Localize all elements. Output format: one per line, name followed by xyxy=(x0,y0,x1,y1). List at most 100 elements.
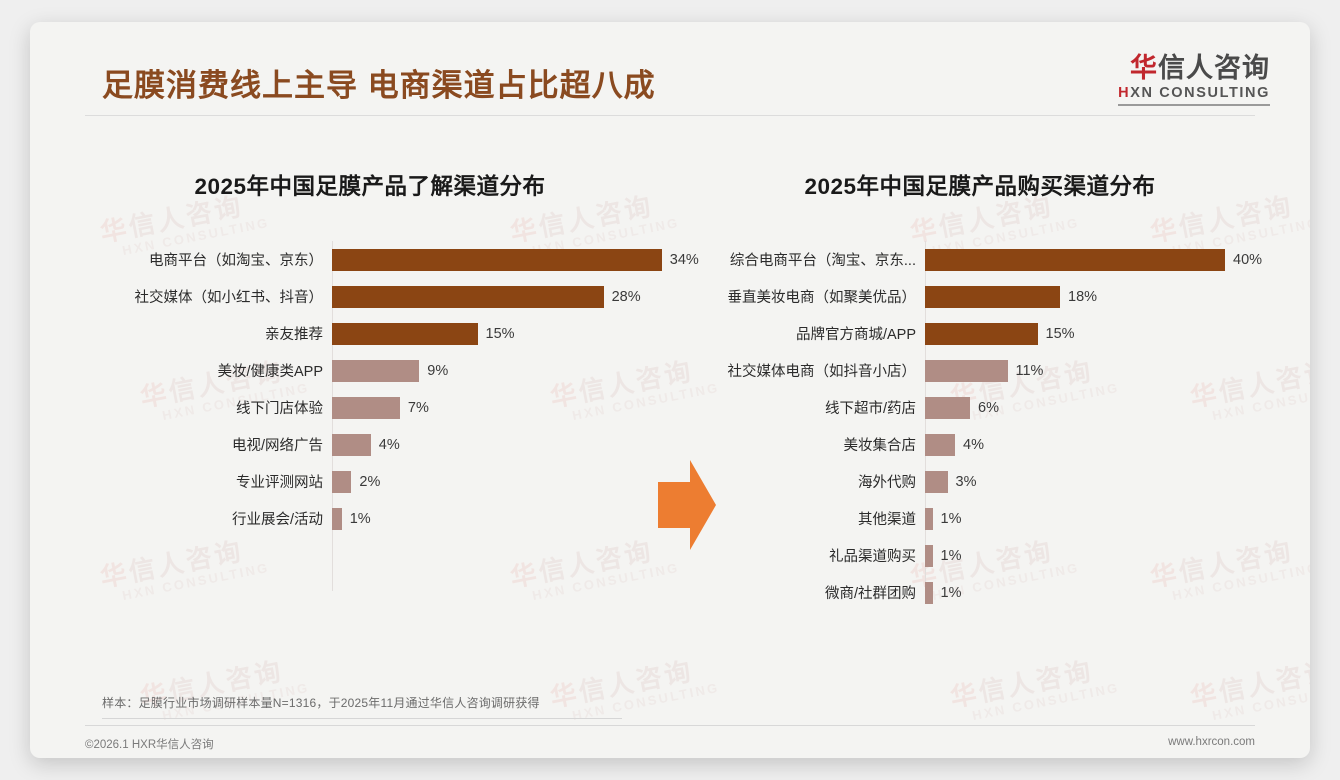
bar-wrapper: 1% xyxy=(925,544,1290,567)
bar-wrapper: 7% xyxy=(332,396,670,419)
bar[interactable] xyxy=(925,322,1038,345)
bar-row: 线下门店体验 7% xyxy=(70,389,670,426)
logo-cn-red: 华 xyxy=(1130,53,1158,83)
bar-value-label: 6% xyxy=(978,399,999,416)
bar-value-label: 7% xyxy=(407,399,429,416)
bar-row: 专业评测网站 2% xyxy=(70,463,670,500)
bar-row: 垂直美妆电商（如聚美优品） 18% xyxy=(670,278,1290,315)
logo-cn-rest: 信人咨询 xyxy=(1158,53,1270,83)
bar[interactable] xyxy=(925,285,1060,308)
bar-row: 社交媒体（如小红书、抖音） 28% xyxy=(70,278,670,315)
bar-wrapper: 34% xyxy=(332,248,699,271)
logo-en-red: H xyxy=(1118,84,1131,101)
bar-wrapper: 4% xyxy=(925,433,1290,456)
bar[interactable] xyxy=(925,433,955,456)
bar[interactable] xyxy=(332,507,342,530)
bar-category-label: 微商/社群团购 xyxy=(824,586,916,602)
bar-row: 其他渠道 1% xyxy=(670,500,1290,537)
bar-wrapper: 15% xyxy=(925,322,1290,345)
bar-value-label: 1% xyxy=(940,547,962,564)
flow-arrow-icon xyxy=(658,460,716,550)
bar-category-label: 专业评测网站 xyxy=(236,475,323,491)
bar-value-label: 1% xyxy=(349,510,371,527)
bar-row: 电视/网络广告 4% xyxy=(70,426,670,463)
bar[interactable] xyxy=(925,248,1225,271)
bar[interactable] xyxy=(332,470,352,493)
bar[interactable] xyxy=(925,359,1008,382)
bar[interactable] xyxy=(332,359,420,382)
logo-en-rest: XN CONSULTING xyxy=(1130,84,1270,101)
watermark-en: HXN CONSULTING xyxy=(121,559,271,604)
bar-wrapper: 11% xyxy=(925,359,1290,382)
logo-chinese-text: 华信人咨询 xyxy=(1118,53,1270,84)
watermark: 华信人咨询 HXN CONSULTING xyxy=(97,526,271,606)
bar[interactable] xyxy=(925,581,933,604)
title-divider xyxy=(85,115,1255,116)
bar[interactable] xyxy=(925,470,948,493)
bar-wrapper: 1% xyxy=(925,581,1290,604)
bar-row: 美妆/健康类APP 9% xyxy=(70,352,670,389)
bar-wrapper: 9% xyxy=(332,359,670,382)
bar-category-label: 品牌官方商城/APP xyxy=(795,327,916,343)
slide-header: 足膜消费线上主导 电商渠道占比超八成 华信人咨询 HXN CONSULTING xyxy=(30,22,1310,114)
footer-website[interactable]: www.hxrcon.com xyxy=(1168,736,1255,748)
bar[interactable] xyxy=(332,396,400,419)
bar-wrapper: 1% xyxy=(332,507,670,530)
bar-row: 电商平台（如淘宝、京东） 34% xyxy=(70,241,699,278)
bar-category-label: 亲友推荐 xyxy=(265,327,323,343)
bar-wrapper: 40% xyxy=(925,248,1290,271)
bar-wrapper: 15% xyxy=(332,322,670,345)
bar-wrapper: 6% xyxy=(925,396,1290,419)
chart-panel-awareness: 2025年中国足膜产品了解渠道分布 电商平台（如淘宝、京东） 34% 社交媒体（如小… xyxy=(70,114,699,591)
chart-title-purchase: 2025年中国足膜产品购买渠道分布 xyxy=(804,174,1156,199)
watermark: 华信人咨询 HXN CONSULTING xyxy=(947,646,1121,726)
watermark: 华信人咨询 HXN CONSULTING xyxy=(1187,646,1310,726)
bar-category-label: 线下超市/药店 xyxy=(824,401,916,417)
bar[interactable] xyxy=(925,396,970,419)
footer-copyright: ©2026.1 HXR华信人咨询 xyxy=(85,739,214,751)
bar-value-label: 34% xyxy=(669,251,699,268)
bar[interactable] xyxy=(332,248,662,271)
watermark-en: HXN CONSULTING xyxy=(971,679,1121,724)
slide-footer: ©2026.1 HXR华信人咨询 www.hxrcon.com xyxy=(30,725,1310,758)
bar-value-label: 15% xyxy=(1045,325,1075,342)
bar-chart-purchase: 综合电商平台（淘宝、京东... 40% 垂直美妆电商（如聚美优品） 18% 品牌官方商城… xyxy=(670,241,1290,611)
bar-value-label: 11% xyxy=(1015,362,1044,379)
bar[interactable] xyxy=(332,285,604,308)
bar-row: 行业展会/活动 1% xyxy=(70,500,670,537)
company-logo: 华信人咨询 HXN CONSULTING xyxy=(1118,53,1270,106)
bar-value-label: 1% xyxy=(940,584,962,601)
bar[interactable] xyxy=(925,544,933,567)
bar-row: 美妆集合店 4% xyxy=(670,426,1290,463)
bar-wrapper: 4% xyxy=(332,433,670,456)
bar-value-label: 40% xyxy=(1233,251,1263,268)
footnote-rule xyxy=(102,718,622,719)
chart-title-awareness: 2025年中国足膜产品了解渠道分布 xyxy=(194,174,546,199)
watermark: 华信人咨询 HXN CONSULTING xyxy=(507,526,681,606)
bar-category-label: 美妆/健康类APP xyxy=(217,364,323,380)
bar-category-label: 美妆集合店 xyxy=(843,438,917,454)
bar-row: 综合电商平台（淘宝、京东... 40% xyxy=(670,241,1290,278)
bar-category-label: 社交媒体（如小红书、抖音） xyxy=(134,290,324,306)
watermark-cn: 华信人咨询 xyxy=(1187,655,1310,713)
bar-wrapper: 3% xyxy=(925,470,1290,493)
bar-value-label: 4% xyxy=(378,436,400,453)
bar-row: 海外代购 3% xyxy=(670,463,1290,500)
bar-category-label: 垂直美妆电商（如聚美优品） xyxy=(727,290,917,306)
bar-wrapper: 1% xyxy=(925,507,1290,530)
bar-category-label: 综合电商平台（淘宝、京东... xyxy=(729,253,916,269)
bar-value-label: 2% xyxy=(359,473,381,490)
bar-wrapper: 2% xyxy=(332,470,670,493)
bar-category-label: 行业展会/活动 xyxy=(231,512,323,528)
bar-value-label: 3% xyxy=(955,473,977,490)
footer-rule xyxy=(85,725,1255,726)
bar[interactable] xyxy=(332,322,478,345)
bar-category-label: 社交媒体电商（如抖音小店） xyxy=(727,364,917,380)
logo-english-text: HXN CONSULTING xyxy=(1118,85,1270,101)
bar-value-label: 9% xyxy=(427,362,449,379)
slide-canvas: 华信人咨询 HXN CONSULTING 华信人咨询 HXN CONSULTING 华信… xyxy=(30,22,1310,758)
bar[interactable] xyxy=(332,433,371,456)
bar-row: 品牌官方商城/APP 15% xyxy=(670,315,1290,352)
bar[interactable] xyxy=(925,507,933,530)
bar-value-label: 15% xyxy=(485,325,515,342)
